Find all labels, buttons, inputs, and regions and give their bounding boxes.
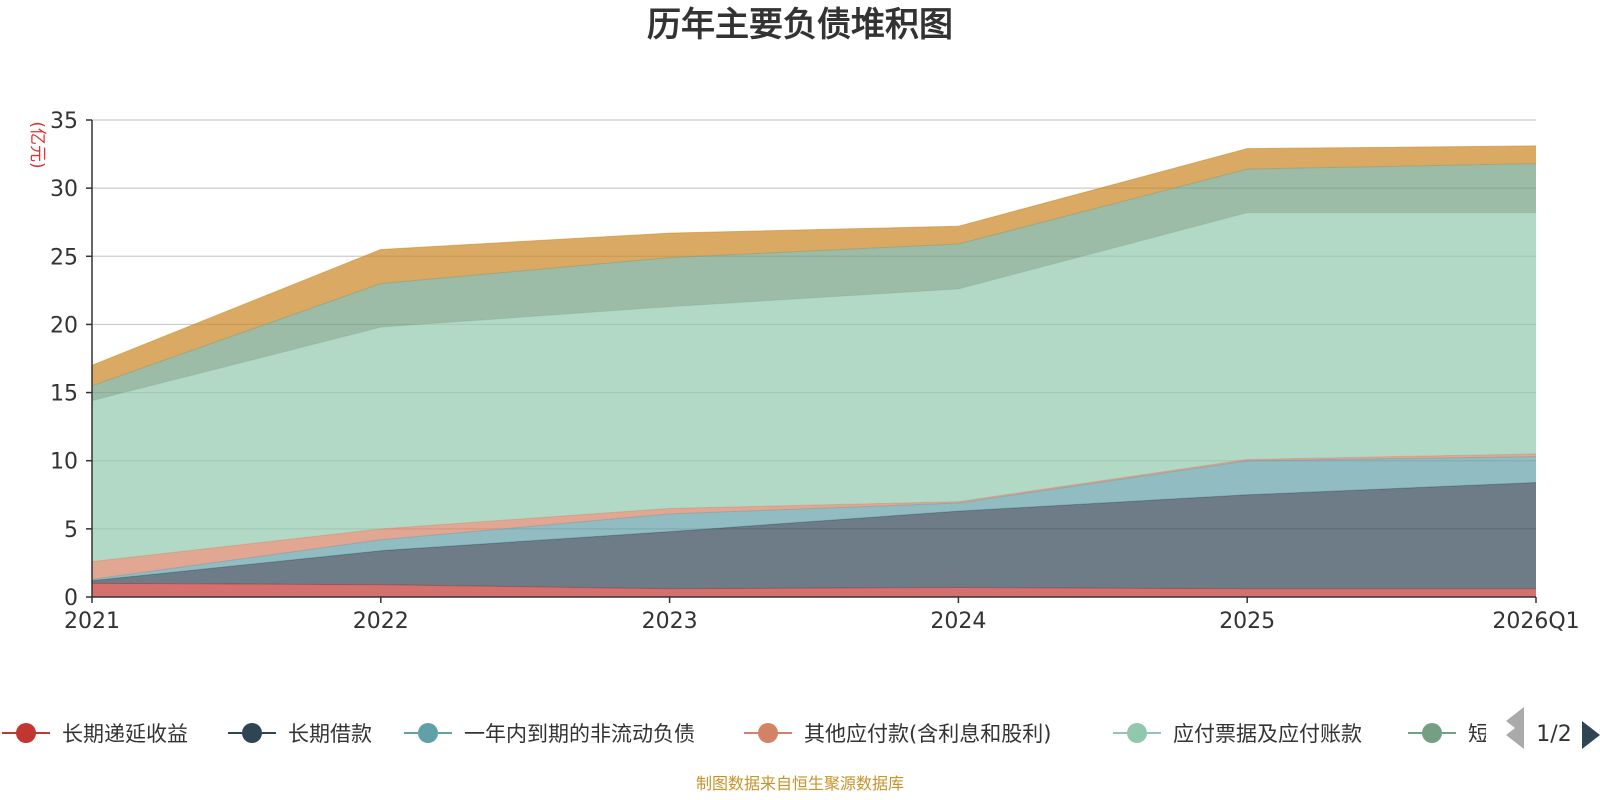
area-series-5: [92, 163, 1536, 401]
legend-item-3[interactable]: 其他应付款(含利息和股利): [744, 722, 1051, 746]
y-tick-label: 25: [50, 245, 78, 270]
y-tick-label: 30: [50, 177, 78, 202]
legend-clip-mask: [1486, 708, 1600, 760]
y-tick-label: 15: [50, 382, 78, 407]
legend-marker: [1422, 723, 1442, 743]
stacked-areas: [91, 145, 1537, 597]
area-series-6: [92, 145, 1536, 386]
legend-item-2[interactable]: 一年内到期的非流动负债: [404, 722, 695, 746]
legend-marker: [16, 723, 36, 743]
area-series-4: [92, 212, 1536, 562]
x-tick-label: 2022: [353, 609, 409, 634]
legend-marker: [1127, 723, 1147, 743]
legend-marker: [418, 723, 438, 743]
x-tick-label: 2024: [930, 609, 986, 634]
area-series-0: [92, 583, 1536, 597]
chart-title: 历年主要负债堆积图: [647, 5, 953, 45]
legend-item-1[interactable]: 长期借款: [228, 722, 372, 746]
legend-label: 一年内到期的非流动负债: [464, 722, 695, 746]
area-series-2: [92, 456, 1536, 581]
y-axis-unit: (亿元): [27, 121, 47, 168]
x-tick-label: 2025: [1219, 609, 1275, 634]
source-note: 制图数据来自恒生聚源数据库: [696, 774, 904, 793]
area-series-edge-6: [91, 145, 1537, 366]
legend-label: 其他应付款(含利息和股利): [804, 722, 1051, 746]
x-tick-label: 2026Q1: [1492, 609, 1579, 634]
x-tick-label: 2023: [642, 609, 698, 634]
area-series-1: [92, 482, 1536, 589]
legend-next-page-icon[interactable]: [1582, 721, 1600, 749]
y-tick-label: 35: [50, 109, 78, 134]
y-tick-label: 5: [64, 518, 78, 543]
legend-page-indicator: 1/2: [1536, 722, 1571, 747]
legend-label: 长期递延收益: [62, 722, 188, 746]
legend-item-4[interactable]: 应付票据及应付账款: [1113, 722, 1362, 746]
legend-marker: [242, 723, 262, 743]
y-tick-label: 20: [50, 313, 78, 338]
legend: 长期递延收益 长期借款 一年内到期的非流动负债 其他应付款(含利息和股利) 应付票据及应…: [2, 707, 1600, 760]
x-tick-label: 2021: [64, 609, 120, 634]
legend-prev-page-icon-shape[interactable]: [1506, 721, 1524, 749]
legend-label: 应付票据及应付账款: [1173, 722, 1362, 746]
legend-item-0[interactable]: 长期递延收益: [2, 722, 188, 746]
legend-label: 短: [1468, 722, 1489, 746]
y-tick-label: 10: [50, 450, 78, 475]
legend-marker: [758, 723, 778, 743]
legend-label: 长期借款: [288, 722, 372, 746]
legend-item-5[interactable]: 短: [1408, 722, 1489, 746]
y-tick-label: 0: [64, 586, 78, 611]
